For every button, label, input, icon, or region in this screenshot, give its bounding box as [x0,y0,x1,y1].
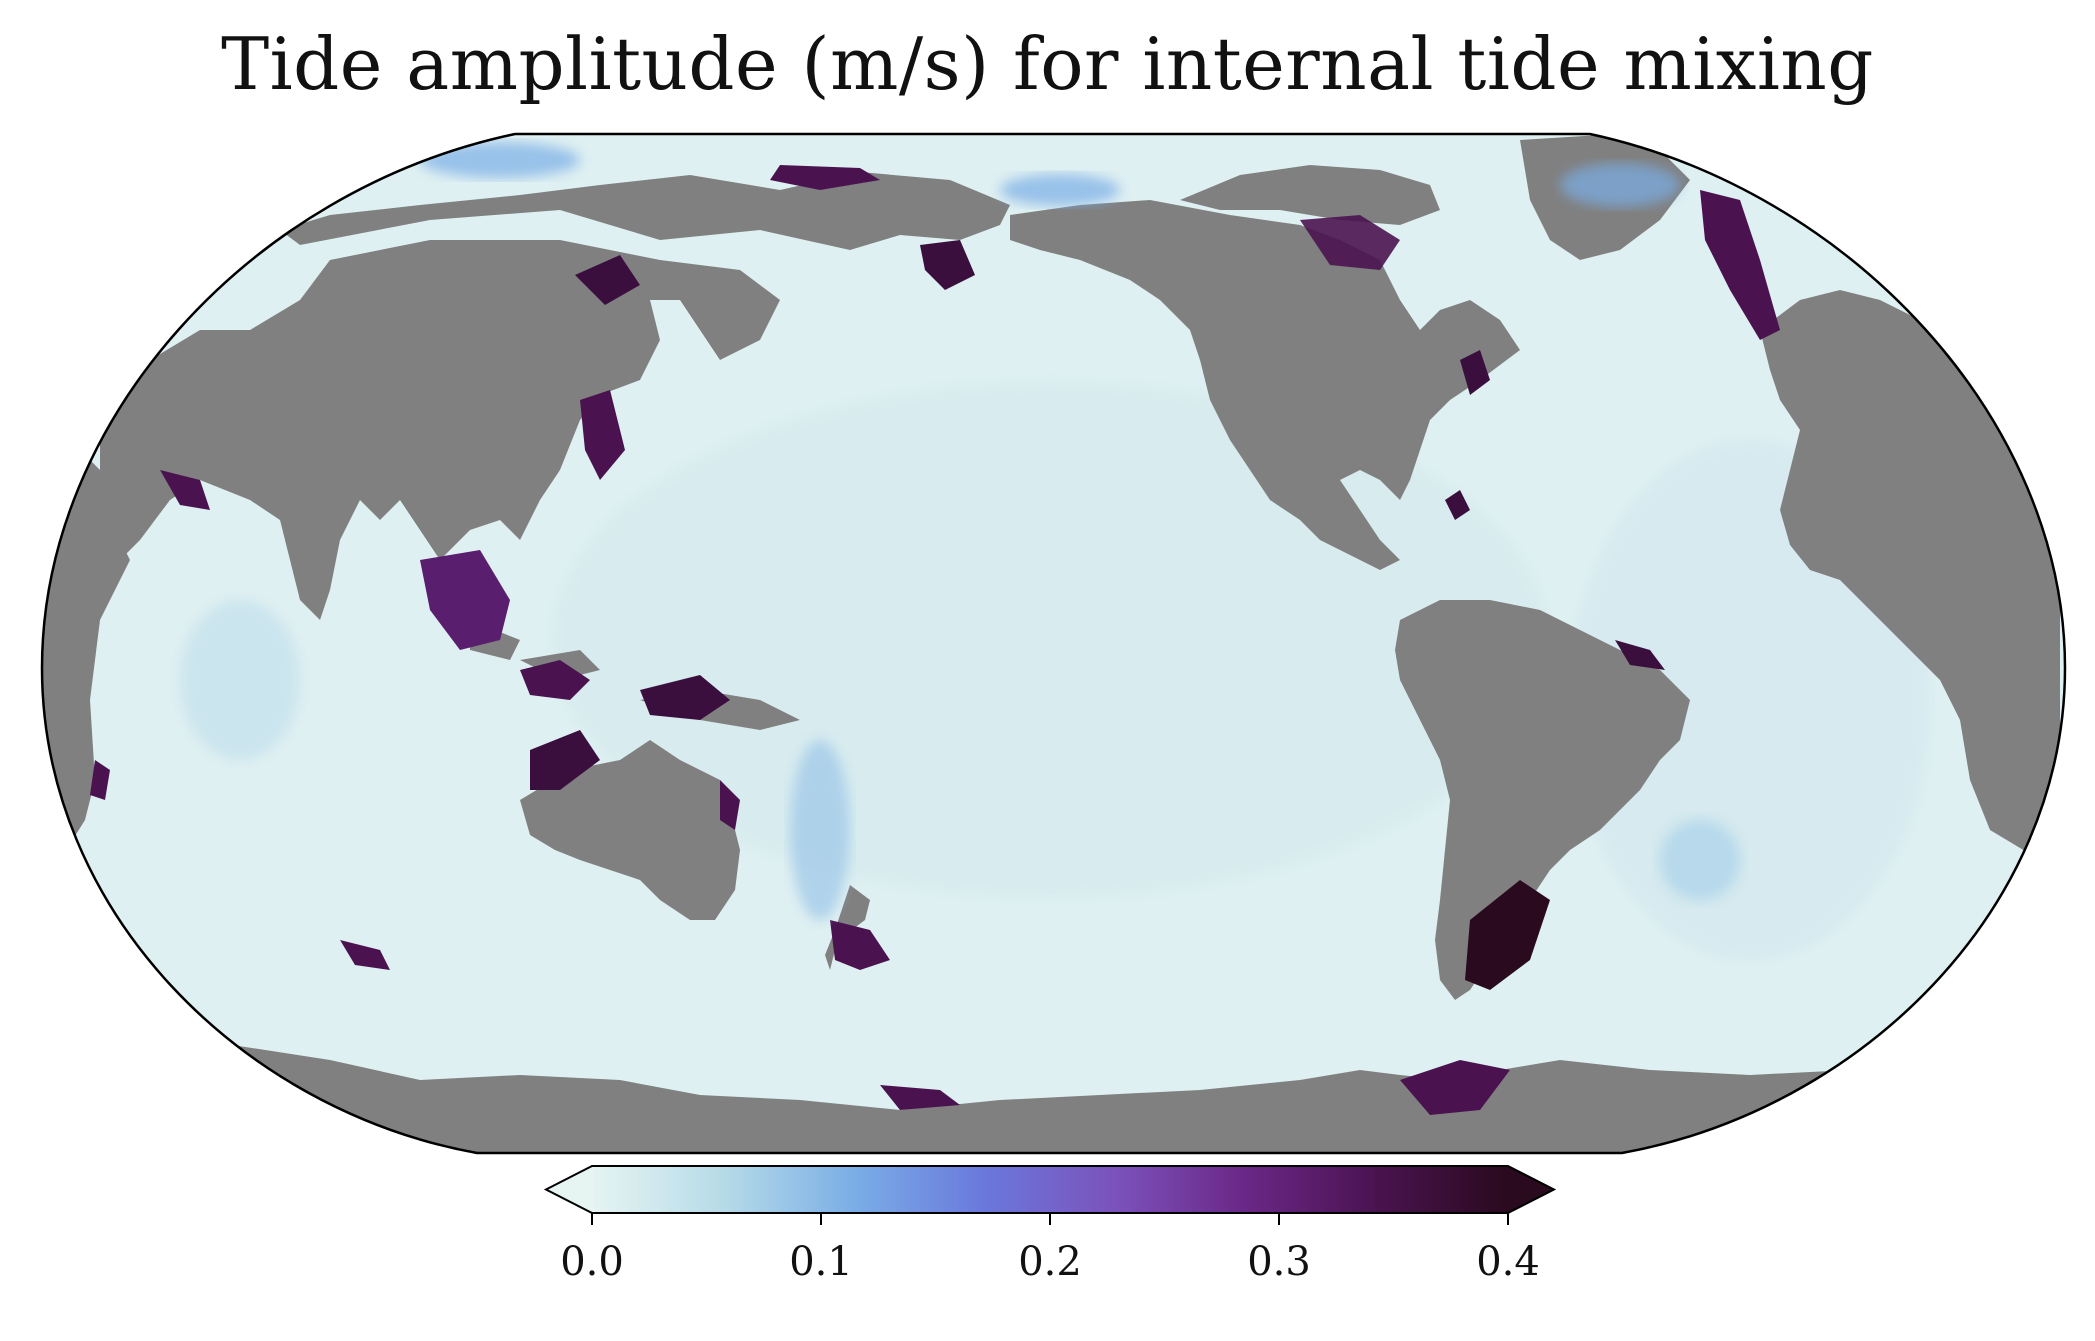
colorbar-tick-label: 0.4 [1476,1239,1540,1285]
colorbar-tick-label: 0.3 [1247,1239,1311,1285]
colorbar-ticks: 0.0 0.1 0.2 0.3 0.4 [560,1213,1540,1285]
high-amplitude-regions [90,165,1780,1115]
map-title: Tide amplitude (m/s) for internal tide m… [221,22,1874,106]
colorbar-tick-label: 0.2 [1018,1239,1082,1285]
colorbar-gradient [592,1166,1508,1213]
globe-outline [40,132,2067,1155]
land-europe-africa [1760,290,2060,860]
colorbar-extend-min [546,1166,592,1213]
globe [42,134,2065,1153]
colorbar-extend-max [1508,1166,1554,1213]
land-south-america [1395,600,1690,1000]
medium-amplitude-regions [180,142,1740,920]
colorbar-tick-label: 0.1 [789,1239,853,1285]
land-asia [100,172,1010,620]
colorbar-tick-label: 0.0 [560,1239,624,1285]
land-north-america [1010,200,1520,570]
land-australia [520,740,740,920]
land-canada-arctic [1180,165,1440,225]
land-antarctica [42,1040,2060,1153]
land-africa [42,450,130,860]
colorbar: 0.0 0.1 0.2 0.3 0.4 [543,1165,1557,1285]
